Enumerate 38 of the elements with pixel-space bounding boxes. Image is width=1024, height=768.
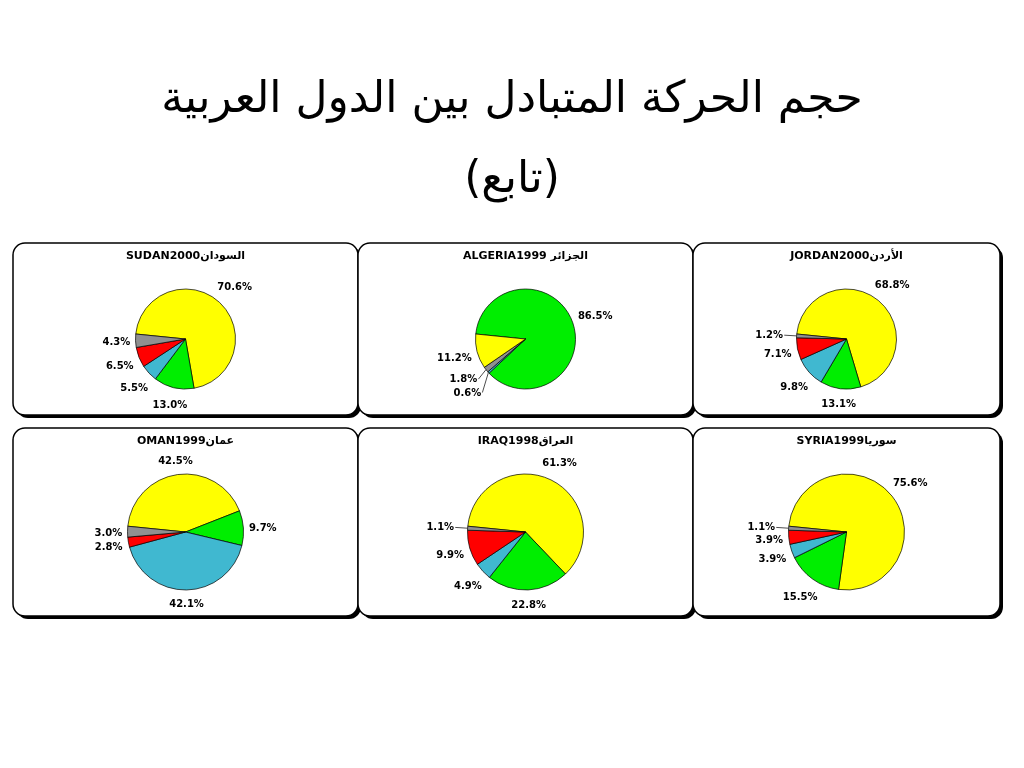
chart-title: SUDAN2000السودان xyxy=(125,249,246,262)
data-label: 7.1% xyxy=(763,347,792,359)
data-label: 3.9% xyxy=(755,534,784,546)
data-label: 4.3% xyxy=(102,336,131,348)
chart-title: IRAQ1998العراق xyxy=(477,434,574,447)
data-label: 3.9% xyxy=(758,552,787,564)
chart-title: ALGERIA1999 الجزائر xyxy=(462,249,589,262)
data-label: 22.8% xyxy=(511,598,547,610)
data-label: 42.5% xyxy=(158,454,193,466)
data-label: 1.8% xyxy=(449,373,478,385)
data-label: 0.6% xyxy=(453,386,482,398)
data-label: 4.9% xyxy=(454,580,482,592)
data-label: 1.1% xyxy=(747,521,776,533)
data-label: 13.1% xyxy=(821,398,856,410)
data-label: 13.0% xyxy=(152,398,188,410)
data-label: 68.8% xyxy=(874,278,910,290)
text: حجم الحركة المتبادل بين الدول العربية xyxy=(161,71,863,123)
data-label: 42.1% xyxy=(169,598,204,610)
data-label: 11.2% xyxy=(436,352,472,364)
data-label: 9.8% xyxy=(780,380,808,392)
data-label: 86.5% xyxy=(577,310,613,322)
data-label: 5.5% xyxy=(120,382,149,394)
pie-slice xyxy=(475,288,576,390)
chart-title: JORDAN2000الأردن xyxy=(789,248,903,262)
data-label: 9.9% xyxy=(436,548,464,560)
text: (تابع) xyxy=(464,151,560,203)
data-label: 70.6% xyxy=(217,281,253,293)
data-label: 1.1% xyxy=(426,521,455,533)
data-label: 61.3% xyxy=(542,457,577,469)
data-label: 2.8% xyxy=(94,540,123,552)
data-label: 9.7% xyxy=(248,521,277,533)
data-label: 6.5% xyxy=(105,359,134,371)
data-label: 75.6% xyxy=(892,476,928,488)
chart-title: SYRIA1999سوريا xyxy=(796,434,897,447)
chart-title: OMAN1999عمان xyxy=(136,434,235,447)
data-label: 15.5% xyxy=(782,591,818,603)
data-label: 3.0% xyxy=(94,526,123,538)
data-label: 1.2% xyxy=(755,329,784,341)
